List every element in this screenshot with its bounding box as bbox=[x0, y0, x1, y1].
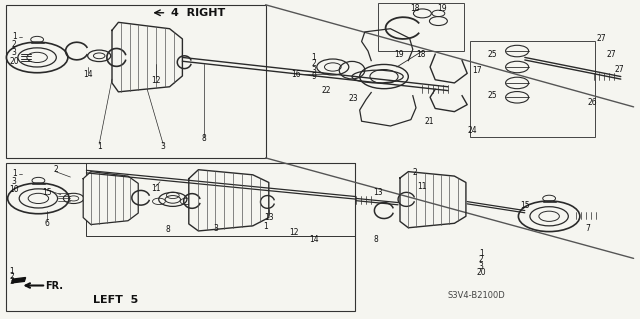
Text: S3V4-B2100D: S3V4-B2100D bbox=[448, 291, 506, 300]
Text: 2: 2 bbox=[479, 256, 484, 264]
Bar bbox=[470, 41, 595, 137]
Text: 18: 18 bbox=[417, 50, 426, 59]
Text: 14: 14 bbox=[308, 235, 319, 244]
Polygon shape bbox=[12, 278, 26, 283]
Text: 2: 2 bbox=[412, 168, 417, 177]
Text: 11: 11 bbox=[151, 184, 160, 193]
Text: 18: 18 bbox=[410, 4, 419, 13]
Text: 1: 1 bbox=[12, 169, 17, 178]
Text: 3: 3 bbox=[161, 142, 166, 151]
Text: 2: 2 bbox=[311, 59, 316, 68]
Text: 1: 1 bbox=[311, 53, 316, 62]
Text: 3: 3 bbox=[9, 277, 14, 286]
Polygon shape bbox=[83, 172, 138, 225]
Text: 20: 20 bbox=[9, 57, 19, 66]
Text: 8: 8 bbox=[165, 225, 170, 234]
Text: 12: 12 bbox=[290, 228, 299, 237]
Text: 8: 8 bbox=[201, 134, 206, 143]
Text: 7: 7 bbox=[585, 224, 590, 233]
Polygon shape bbox=[112, 22, 182, 92]
Text: 3: 3 bbox=[12, 48, 17, 57]
Text: 20: 20 bbox=[476, 268, 486, 277]
Text: LEFT  5: LEFT 5 bbox=[93, 295, 138, 305]
Text: 17: 17 bbox=[472, 66, 482, 75]
Text: 3: 3 bbox=[311, 66, 316, 75]
Text: 19: 19 bbox=[436, 4, 447, 13]
Text: 25: 25 bbox=[488, 91, 498, 100]
Bar bbox=[6, 5, 266, 158]
Text: 3: 3 bbox=[12, 177, 17, 186]
Text: 1: 1 bbox=[263, 222, 268, 231]
Bar bbox=[6, 163, 355, 311]
Text: 15: 15 bbox=[42, 188, 52, 197]
Text: 2: 2 bbox=[9, 272, 14, 281]
Text: 1: 1 bbox=[12, 32, 17, 41]
Polygon shape bbox=[189, 170, 269, 231]
Text: 16: 16 bbox=[291, 70, 301, 78]
Text: 4  RIGHT: 4 RIGHT bbox=[172, 8, 225, 18]
Text: 21: 21 bbox=[424, 117, 433, 126]
Text: 24: 24 bbox=[467, 126, 477, 135]
Text: 12: 12 bbox=[151, 76, 160, 85]
Text: 26: 26 bbox=[587, 98, 597, 107]
Text: 1: 1 bbox=[97, 142, 102, 151]
Text: 13: 13 bbox=[264, 213, 274, 222]
Text: 1: 1 bbox=[479, 249, 484, 258]
Bar bbox=[378, 3, 464, 51]
Text: 25: 25 bbox=[488, 50, 498, 59]
Text: 11: 11 bbox=[418, 182, 427, 191]
Text: 27: 27 bbox=[596, 34, 607, 43]
Text: 3: 3 bbox=[214, 224, 219, 233]
Text: 9: 9 bbox=[311, 72, 316, 81]
Text: 14: 14 bbox=[83, 70, 93, 79]
Text: 27: 27 bbox=[606, 50, 616, 59]
Text: 1: 1 bbox=[9, 267, 14, 276]
Text: 22: 22 bbox=[322, 86, 331, 95]
Text: 23: 23 bbox=[348, 94, 358, 103]
Text: 2: 2 bbox=[53, 165, 58, 174]
Text: 3: 3 bbox=[479, 262, 484, 271]
Text: 2: 2 bbox=[12, 40, 17, 49]
Text: FR.: FR. bbox=[45, 280, 63, 291]
Text: 10: 10 bbox=[9, 185, 19, 194]
Text: 27: 27 bbox=[614, 65, 624, 74]
Text: 15: 15 bbox=[520, 201, 530, 210]
Text: 6: 6 bbox=[44, 219, 49, 228]
Bar bbox=[86, 163, 355, 236]
Text: 19: 19 bbox=[394, 50, 404, 59]
Text: 13: 13 bbox=[373, 189, 383, 197]
Polygon shape bbox=[400, 172, 466, 228]
Text: 8: 8 bbox=[373, 235, 378, 244]
